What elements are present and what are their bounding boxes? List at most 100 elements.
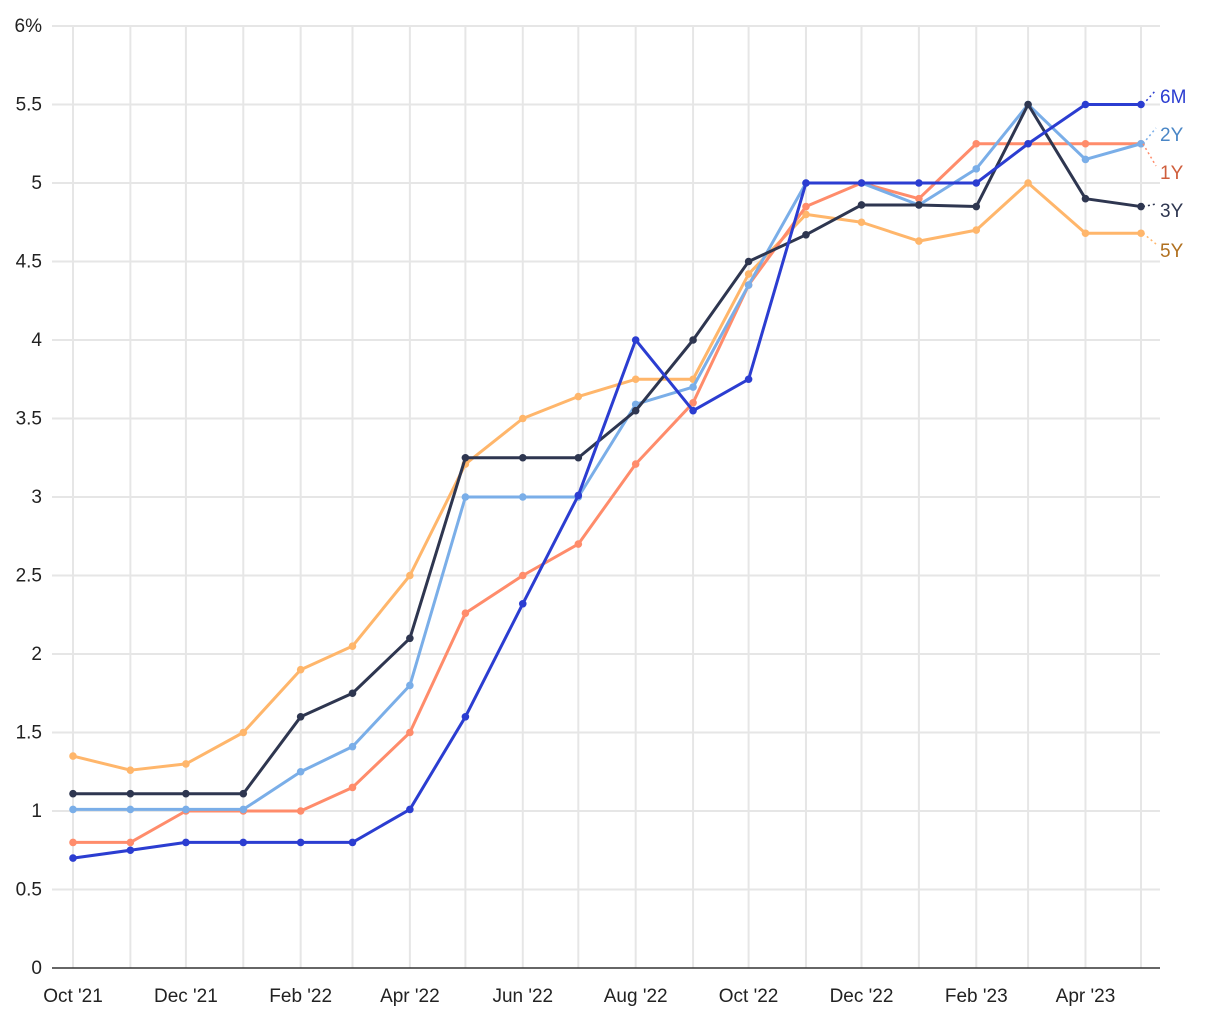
- data-point: [461, 453, 470, 462]
- data-point: [1024, 100, 1032, 109]
- data-point: [182, 838, 190, 847]
- data-point: [1081, 155, 1090, 164]
- y-tick-label: 2.5: [16, 566, 42, 587]
- data-point: [744, 281, 753, 289]
- series-lines: [69, 100, 1145, 862]
- y-tick-label: 6%: [15, 16, 43, 37]
- data-point: [1137, 229, 1145, 238]
- series-label-5Y: 5Y: [1160, 241, 1184, 262]
- series-label-3Y: 3Y: [1160, 201, 1184, 222]
- data-point: [915, 179, 923, 187]
- data-point: [1081, 100, 1090, 109]
- data-point: [915, 201, 923, 209]
- x-tick-label: Feb '22: [269, 986, 332, 1007]
- data-point: [1024, 179, 1032, 187]
- x-tick-label: Oct '22: [719, 986, 779, 1007]
- data-point: [406, 728, 414, 737]
- data-point: [802, 179, 810, 187]
- data-point: [126, 789, 135, 798]
- data-point: [972, 226, 981, 234]
- x-axis: Oct '21 Dec '21 Feb '22 Apr '22 Jun '22 Aug '…: [43, 986, 1115, 1007]
- data-point: [518, 414, 527, 423]
- series-3Y: [69, 100, 1145, 798]
- x-tick-label: Apr '23: [1056, 986, 1116, 1007]
- data-point: [631, 336, 640, 344]
- data-point: [744, 270, 753, 278]
- data-point: [574, 540, 583, 548]
- label-connector: [1142, 232, 1157, 245]
- data-point: [348, 689, 357, 698]
- data-point: [857, 218, 866, 227]
- x-tick-label: Apr '22: [380, 986, 440, 1007]
- label-connector: [1142, 203, 1157, 208]
- data-point: [518, 493, 527, 501]
- grid: [52, 25, 1160, 968]
- data-point: [915, 194, 923, 203]
- y-tick-label: 0: [31, 958, 42, 979]
- y-tick-label: 0.5: [16, 880, 42, 901]
- data-point: [1137, 139, 1145, 148]
- series-line: [73, 103, 1142, 811]
- data-point: [1081, 194, 1090, 203]
- data-point: [1137, 100, 1145, 109]
- data-point: [182, 789, 190, 798]
- y-axis: 0 0.5 1 1.5 2 2.5 3 3.5 4 4.5 5 5.5 6%: [15, 16, 1160, 979]
- data-point: [857, 201, 866, 209]
- data-point: [348, 838, 357, 847]
- data-point: [689, 406, 697, 415]
- y-tick-label: 1.5: [16, 723, 42, 744]
- data-point: [689, 336, 697, 344]
- data-point: [631, 460, 640, 468]
- data-point: [518, 599, 527, 608]
- data-point: [631, 406, 640, 415]
- y-tick-label: 5.5: [16, 95, 42, 116]
- label-connector: [1142, 127, 1157, 145]
- data-point: [1081, 229, 1090, 238]
- data-point: [802, 231, 810, 239]
- x-tick-label: Dec '21: [154, 986, 218, 1007]
- data-point: [348, 783, 357, 792]
- label-connector: [1142, 143, 1157, 167]
- data-point: [182, 760, 190, 768]
- data-point: [296, 807, 305, 815]
- data-point: [406, 634, 414, 643]
- data-point: [802, 202, 810, 211]
- data-point: [296, 713, 305, 721]
- x-tick-label: Oct '21: [43, 986, 103, 1007]
- data-point: [972, 139, 981, 148]
- y-tick-label: 2: [31, 644, 42, 665]
- data-point: [348, 742, 357, 751]
- data-point: [126, 805, 135, 814]
- series-line: [72, 181, 1141, 772]
- y-tick-label: 4.5: [16, 252, 42, 273]
- data-point: [69, 752, 77, 760]
- data-point: [239, 728, 248, 737]
- data-point: [182, 805, 190, 814]
- data-point: [972, 179, 981, 187]
- data-point: [69, 838, 77, 847]
- x-tick-label: Dec '22: [830, 986, 894, 1007]
- series-label-2Y: 2Y: [1160, 125, 1184, 146]
- y-tick-label: 3.5: [16, 409, 42, 430]
- data-point: [857, 179, 866, 187]
- data-point: [239, 805, 248, 814]
- data-point: [518, 571, 527, 580]
- data-point: [296, 665, 305, 674]
- data-point: [689, 399, 697, 407]
- data-point: [744, 375, 753, 384]
- series-label-1Y: 1Y: [1160, 163, 1184, 184]
- data-point: [126, 846, 135, 855]
- data-point: [1081, 139, 1090, 148]
- series-6M: [69, 100, 1145, 862]
- series-labels: 6M 2Y 1Y 3Y 5Y: [1142, 87, 1186, 262]
- series-2Y: [69, 100, 1145, 814]
- series-line: [73, 103, 1142, 796]
- data-point: [348, 642, 357, 650]
- data-point: [461, 713, 470, 721]
- x-tick-label: Jun '22: [492, 986, 553, 1007]
- data-point: [296, 838, 305, 847]
- data-point: [296, 767, 305, 776]
- data-point: [406, 681, 414, 690]
- x-tick-label: Feb '23: [945, 986, 1008, 1007]
